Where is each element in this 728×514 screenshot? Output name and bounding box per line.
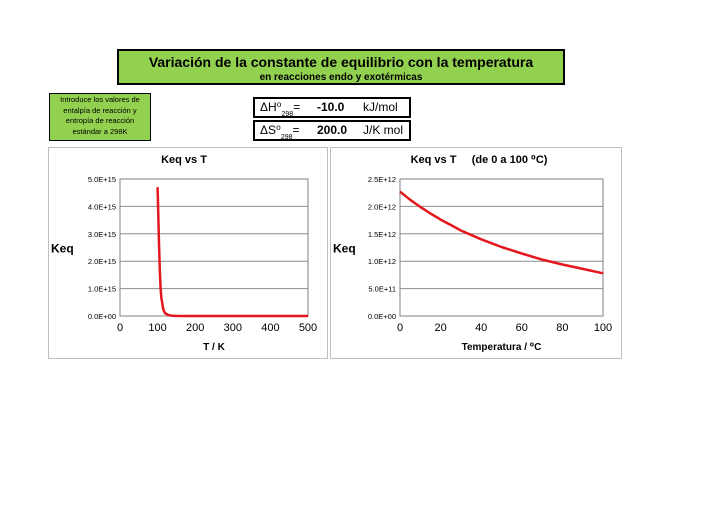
- y-axis-title: Keq: [333, 242, 356, 256]
- y-tick-label: 5.0E+15: [88, 175, 116, 184]
- page-title-banner: Variación de la constante de equilibrio …: [117, 49, 565, 85]
- entropy-equals: =: [292, 123, 300, 137]
- y-axis-title: Keq: [51, 242, 74, 256]
- y-tick-label: 5.0E+11: [368, 285, 396, 294]
- y-tick-label: 0.0E+00: [368, 312, 396, 321]
- y-tick-label: 1.5E+12: [368, 230, 396, 239]
- x-tick-label: 0: [117, 322, 123, 334]
- y-tick-label: 4.0E+15: [88, 202, 116, 211]
- chart-title: Keq vs T: [161, 154, 207, 166]
- chart-keq-vs-t-svg: 0.0E+00 1.0E+15 2.0E+15 3.0E+15 4.0E+15 5.0E+…: [51, 154, 317, 353]
- y-tick-label: 0.0E+00: [88, 312, 116, 321]
- y-tick-label: 1.0E+12: [368, 257, 396, 266]
- x-tick-label: 200: [186, 322, 204, 334]
- x-tick-label: 60: [516, 322, 528, 334]
- y-tick-label: 2.0E+15: [88, 257, 116, 266]
- y-tick-label: 2.0E+12: [368, 202, 396, 211]
- y-tick-label: 3.0E+15: [88, 230, 116, 239]
- x-axis-title: T / K: [203, 342, 225, 353]
- enthalpy-subscript: 298: [281, 111, 294, 118]
- instructions-line: entalpía de reacción y: [63, 105, 137, 115]
- x-tick-label: 20: [434, 322, 446, 334]
- entropy-input[interactable]: 200.0: [317, 123, 348, 137]
- enthalpy-input[interactable]: -10.0: [317, 100, 345, 114]
- instructions-note: Introduce los valores de entalpía de rea…: [49, 93, 151, 141]
- series-line: [399, 190, 604, 275]
- x-tick-label: 0: [397, 322, 403, 334]
- x-tick-label: 100: [594, 322, 612, 334]
- x-axis-title: Temperatura / ⁰C: [462, 342, 542, 353]
- enthalpy-unit: kJ/mol: [363, 100, 398, 114]
- x-tick-label: 80: [556, 322, 568, 334]
- x-tick-label: 400: [261, 322, 279, 334]
- enthalpy-label: ΔH⁰298=: [260, 99, 300, 118]
- x-tick-label: 40: [475, 322, 487, 334]
- chart-keq-vs-t-celsius: 0.0E+00 5.0E+11 1.0E+12 1.5E+12 2.0E+12 2.5E+…: [330, 147, 622, 359]
- x-tick-label: 100: [148, 322, 166, 334]
- x-tick-label: 500: [299, 322, 317, 334]
- chart-keq-vs-t-celsius-svg: 0.0E+00 5.0E+11 1.0E+12 1.5E+12 2.0E+12 2.5E+…: [333, 154, 612, 353]
- entropy-subscript: 298: [280, 134, 293, 141]
- entropy-unit: J/K mol: [363, 123, 404, 137]
- entropy-label: ΔS⁰298=: [260, 122, 300, 141]
- instructions-line: Introduce los valores de: [60, 95, 140, 104]
- instructions-line: entropía de reacción: [65, 116, 135, 125]
- x-tick-label: 300: [224, 322, 242, 334]
- chart-keq-vs-t: 0.0E+00 1.0E+15 2.0E+15 3.0E+15 4.0E+15 5.0E+…: [48, 147, 328, 359]
- series-line: [156, 187, 308, 318]
- chart-title: Keq vs T (de 0 a 100 ⁰C): [411, 154, 548, 166]
- plot-area: [119, 178, 309, 317]
- entropy-symbol: ΔS⁰: [260, 123, 281, 137]
- enthalpy-equals: =: [293, 100, 301, 114]
- y-tick-label: 1.0E+15: [88, 285, 116, 294]
- page-subtitle: en reacciones endo y exotérmicas: [259, 72, 423, 83]
- instructions-line: estándar a 298K: [72, 126, 128, 136]
- entropy-row: ΔS⁰298= 200.0 J/K mol: [253, 120, 411, 141]
- enthalpy-symbol: ΔH⁰: [260, 100, 282, 114]
- page-title: Variación de la constante de equilibrio …: [148, 54, 534, 70]
- y-tick-label: 2.5E+12: [368, 175, 396, 184]
- plot-area: [399, 178, 604, 317]
- enthalpy-row: ΔH⁰298= -10.0 kJ/mol: [253, 97, 411, 118]
